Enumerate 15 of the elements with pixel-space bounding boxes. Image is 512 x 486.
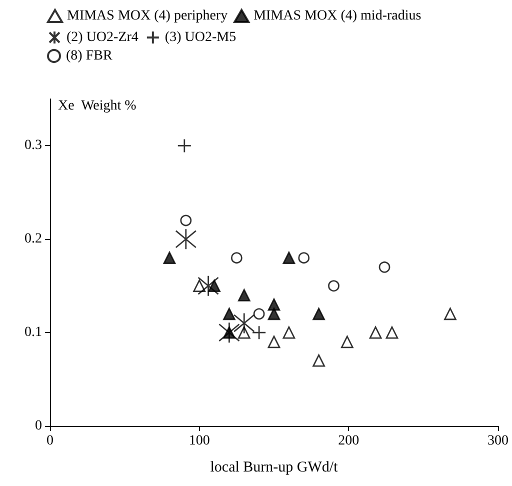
x-axis-title: local Burn-up GWd/t	[210, 460, 339, 476]
x-tick-label: 300	[488, 434, 508, 448]
legend-label: (2) UO2-Zr4	[66, 30, 138, 45]
x-tick-label: 200	[338, 434, 360, 448]
y-tick-label: 0.2	[24, 232, 42, 247]
x-tick-label: 0	[46, 434, 54, 448]
legend-label: (8) FBR	[66, 48, 113, 64]
legend-label: (3) UO2-M5	[164, 30, 236, 45]
y-tick-label: 0.3	[24, 138, 42, 154]
legend-label: MIMAS MOX (4) mid-radius	[254, 8, 422, 24]
x-tick-label: 100	[188, 434, 210, 448]
y-tick-label: 0	[35, 418, 42, 434]
y-tick-label: 0.1	[24, 325, 42, 340]
y-axis-title: Xe Weight %	[58, 98, 137, 114]
legend-label: MIMAS MOX (4) periphery	[67, 8, 228, 24]
